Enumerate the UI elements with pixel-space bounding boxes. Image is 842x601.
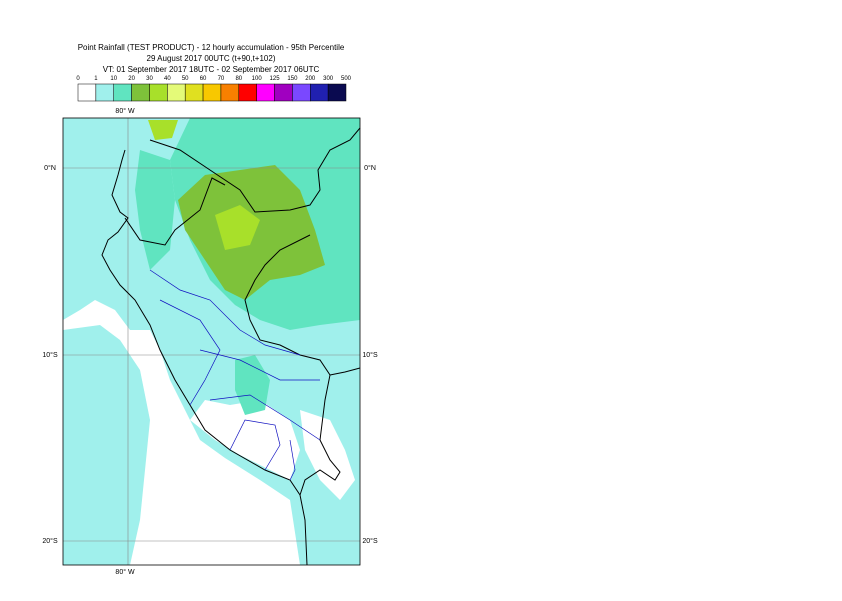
- legend-label: 150: [287, 76, 298, 82]
- legend-label: 125: [270, 76, 281, 82]
- legend-label: 1: [94, 76, 98, 82]
- lat-labels: 0°N 0°N 10°S 10°S 20°S 20°S: [42, 164, 378, 545]
- legend-swatch: [131, 83, 150, 102]
- lon-label-bottom: 80° W: [115, 568, 135, 576]
- graticule: [63, 118, 360, 565]
- legend-swatch: [184, 83, 204, 102]
- legend-label: 80: [235, 76, 242, 82]
- legend-swatch: [274, 83, 293, 102]
- legend-swatch: [202, 83, 222, 102]
- legend-label: 100: [252, 76, 263, 82]
- legend-swatch: [256, 83, 275, 102]
- legend-swatch: [327, 83, 347, 102]
- lat-label-left: 0°N: [44, 164, 56, 172]
- map-field: [63, 118, 360, 565]
- legend-swatch: [292, 83, 311, 102]
- lat-label-left: 10°S: [42, 351, 58, 359]
- lat-label-right: 20°S: [362, 537, 378, 545]
- legend-swatch: [167, 83, 186, 102]
- legend-swatch: [95, 83, 114, 102]
- borders: [101, 127, 361, 566]
- map-frame: [62, 117, 361, 566]
- legend-swatch: [113, 83, 132, 102]
- regions: [149, 269, 321, 481]
- legend-label: 0: [76, 76, 80, 82]
- legend-label: 50: [182, 76, 189, 82]
- legend-label: 60: [200, 76, 207, 82]
- title: Point Rainfall (TEST PRODUCT) - 12 hourl…: [78, 43, 345, 52]
- lat-label-right: 10°S: [362, 351, 378, 359]
- legend-label: 300: [323, 76, 334, 82]
- legend-label: 20: [128, 76, 135, 82]
- legend-swatch: [220, 83, 240, 102]
- lat-label-right: 0°N: [364, 164, 376, 172]
- legend-swatch: [149, 83, 168, 102]
- base-time: 29 August 2017 00UTC (t+90,t+102): [147, 54, 276, 63]
- legend-swatch: [77, 83, 97, 102]
- lon-label-top: 80° W: [115, 107, 135, 115]
- legend-swatch: [310, 83, 329, 102]
- legend-label: 40: [164, 76, 171, 82]
- legend-label: 200: [305, 76, 316, 82]
- legend-label: 500: [341, 76, 352, 82]
- valid-time: VT: 01 September 2017 18UTC - 02 Septemb…: [103, 65, 320, 74]
- legend-label: 70: [218, 76, 225, 82]
- lat-label-left: 20°S: [42, 537, 58, 545]
- legend-label: 10: [110, 76, 117, 82]
- legend-label: 30: [146, 76, 153, 82]
- legend: 0 1 10 20 30 40 50 60 70 80 100 125 150 200 300 500: [76, 76, 352, 102]
- legend-swatch: [238, 83, 257, 102]
